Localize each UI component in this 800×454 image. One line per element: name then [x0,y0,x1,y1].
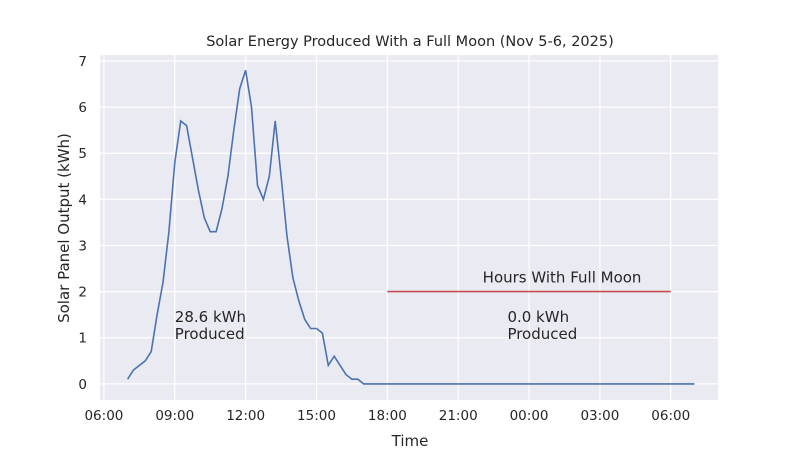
full-moon-label: Hours With Full Moon [483,269,642,287]
y-tick-label: 7 [78,54,87,70]
x-tick-label: 06:00 [651,408,690,424]
y-tick-label: 0 [78,377,87,393]
x-tick-label: 15:00 [297,408,336,424]
y-tick-label: 6 [78,100,87,116]
y-tick-label: 2 [78,285,87,301]
series-line [126,69,695,385]
annotation-day-line2: Produced [175,325,245,343]
y-tick-label: 5 [78,146,87,162]
chart-title: Solar Energy Produced With a Full Moon (… [206,34,614,50]
x-tick-label: 03:00 [580,408,619,424]
x-tick-label: 18:00 [368,408,407,424]
x-tick-label: 09:00 [155,408,194,424]
x-tick-label: 12:00 [226,408,265,424]
y-axis-label: Solar Panel Output (kWh) [55,133,73,323]
annotation-night-line2: Produced [507,325,577,343]
y-tick-label: 1 [78,331,87,347]
y-tick-label: 3 [78,238,87,254]
x-tick-label: 00:00 [510,408,549,424]
y-ticks: 0 1 2 3 4 5 6 7 [78,54,87,393]
annotation-night-line1: 0.0 kWh [507,308,569,326]
x-axis-label: Time [391,432,429,450]
x-ticks: 06:00 09:00 12:00 15:00 18:00 21:00 00:00 03:00… [84,408,690,424]
x-tick-label: 21:00 [439,408,478,424]
x-tick-label: 06:00 [84,408,123,424]
annotation-day-line1: 28.6 kWh [175,308,246,326]
plot-background [100,55,718,400]
y-tick-label: 4 [78,192,87,208]
